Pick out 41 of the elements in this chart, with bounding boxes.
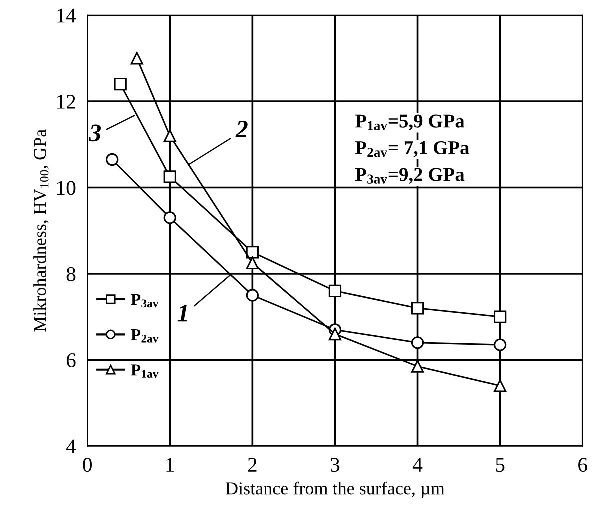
point bbox=[494, 338, 507, 352]
annotation: P$_{1av}$=5,9 GPa bbox=[355, 114, 465, 131]
point bbox=[114, 78, 127, 91]
point bbox=[246, 289, 259, 302]
point bbox=[494, 310, 507, 324]
x-tick-label: 4 bbox=[412, 458, 423, 472]
annotation: P$_{3av}$=9,2 GPa bbox=[355, 168, 465, 184]
legend-label: P$_{1av}$ bbox=[131, 364, 159, 378]
point bbox=[130, 52, 144, 65]
annotation: 3 bbox=[88, 124, 102, 142]
x-tick-label: 0 bbox=[83, 458, 92, 472]
point bbox=[246, 256, 259, 270]
y-tick-label: 12 bbox=[57, 95, 76, 109]
point bbox=[164, 212, 176, 224]
legend-label: P$_{3av}$ bbox=[131, 294, 159, 308]
x-tick-label: 2 bbox=[248, 458, 257, 472]
point bbox=[411, 336, 424, 350]
y-axis-title: Mikrohardness, HV$_{100}$, GPa bbox=[34, 130, 49, 332]
y-tick-label: 6 bbox=[66, 354, 76, 368]
legend-label: P$_{2av}$ bbox=[131, 329, 159, 343]
point bbox=[328, 328, 342, 341]
x-tick-label: 5 bbox=[496, 458, 505, 472]
point bbox=[164, 170, 176, 184]
point bbox=[106, 153, 119, 166]
annotation: 1 bbox=[178, 305, 188, 322]
point bbox=[328, 284, 342, 298]
point bbox=[246, 246, 259, 259]
x-tick-label: 1 bbox=[166, 458, 174, 472]
y-tick-label: 10 bbox=[57, 181, 76, 196]
y-tick-label: 4 bbox=[66, 440, 76, 454]
x-tick-label: 3 bbox=[331, 458, 340, 472]
y-tick-label: 14 bbox=[57, 8, 76, 23]
point bbox=[411, 302, 424, 315]
point bbox=[494, 380, 507, 392]
y-tick-label: 8 bbox=[66, 267, 76, 282]
x-tick-label: 6 bbox=[578, 458, 588, 472]
point bbox=[164, 130, 176, 142]
annotation: P$_{2av}$= 7,1 GPa bbox=[355, 141, 470, 158]
point bbox=[411, 360, 424, 373]
x-axis-title: Distance from the surface, µm bbox=[226, 482, 445, 498]
annotation: 2 bbox=[236, 120, 248, 138]
